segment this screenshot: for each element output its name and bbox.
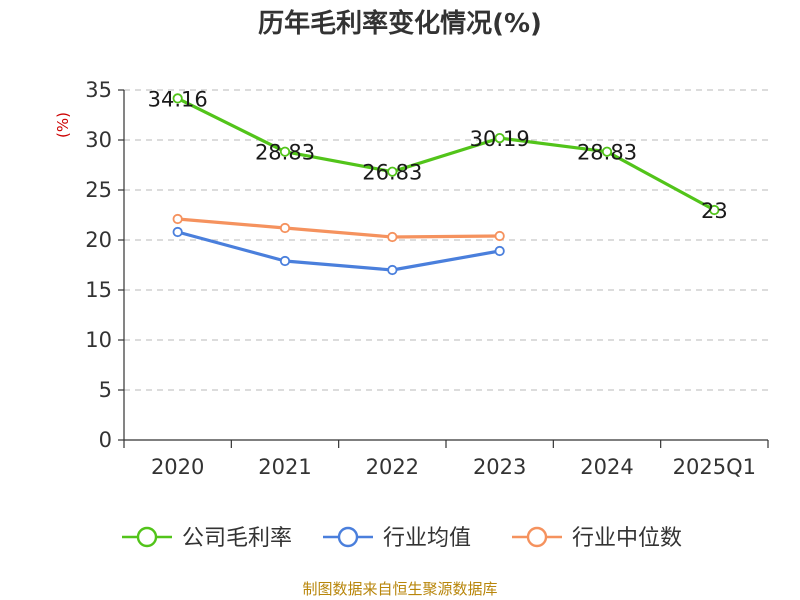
chart-title: 历年毛利率变化情况(%): [258, 8, 542, 39]
data-point: [387, 231, 398, 243]
x-tick-label: 2020: [151, 455, 204, 479]
y-tick-label: 30: [85, 128, 112, 152]
x-tick-label: 2023: [473, 455, 526, 479]
data-label: 26.83: [362, 161, 422, 185]
x-tick-label: 2021: [258, 455, 311, 479]
data-label: 30.19: [470, 127, 530, 151]
y-tick-label: 10: [85, 328, 112, 352]
y-axis-label: (%): [54, 112, 72, 138]
data-point: [387, 166, 398, 177]
data-point: [279, 222, 291, 234]
data-point: [494, 245, 505, 257]
series-line-0: [176, 96, 716, 212]
legend-label-1: 行业均值: [383, 526, 471, 551]
data-point: [279, 146, 291, 157]
series-points: [172, 93, 720, 276]
data-label: 23: [701, 199, 728, 223]
data-point: [387, 264, 398, 276]
data-point: [172, 226, 183, 238]
data-label: 34.16: [148, 87, 208, 111]
x-tick-label: 2022: [366, 455, 419, 479]
legend-marker-2: [526, 526, 548, 548]
data-point: [279, 255, 291, 267]
y-tick-label: 0: [99, 428, 112, 452]
data-point: [172, 93, 183, 104]
data-point: [601, 146, 613, 157]
x-tick-label: 2024: [580, 455, 633, 479]
data-label: 28.83: [255, 141, 315, 165]
data-labels: 34.16 28.83 26.83 30.19 28.83 23: [148, 87, 728, 223]
data-point: [494, 230, 505, 242]
legend-marker-1: [337, 526, 359, 548]
y-tick-label: 15: [85, 278, 112, 302]
axes: 0 5 10 15 20 25 30 35 2020 2021 2022 2023 2024 2025Q1: [85, 78, 769, 479]
series-line-1: [176, 230, 502, 272]
legend: 公司毛利率 行业均值 行业中位数: [122, 526, 682, 551]
data-label: 28.83: [577, 141, 637, 165]
y-tick-label: 20: [85, 228, 112, 252]
y-tick-label: 25: [85, 178, 112, 202]
series-lines: [176, 96, 716, 272]
data-point: [709, 204, 720, 216]
grid-lines: [124, 89, 768, 391]
legend-label-0: 公司毛利率: [182, 526, 292, 551]
x-tick-label: 2025Q1: [673, 455, 756, 479]
series-line-2: [176, 217, 502, 239]
source-note: 制图数据来自恒生聚源数据库: [302, 580, 497, 598]
y-tick-label: 5: [99, 378, 112, 402]
legend-label-2: 行业中位数: [572, 526, 682, 551]
y-tick-label: 35: [85, 78, 112, 102]
data-point: [172, 213, 183, 225]
data-point: [494, 133, 505, 144]
legend-marker-0: [136, 526, 158, 548]
